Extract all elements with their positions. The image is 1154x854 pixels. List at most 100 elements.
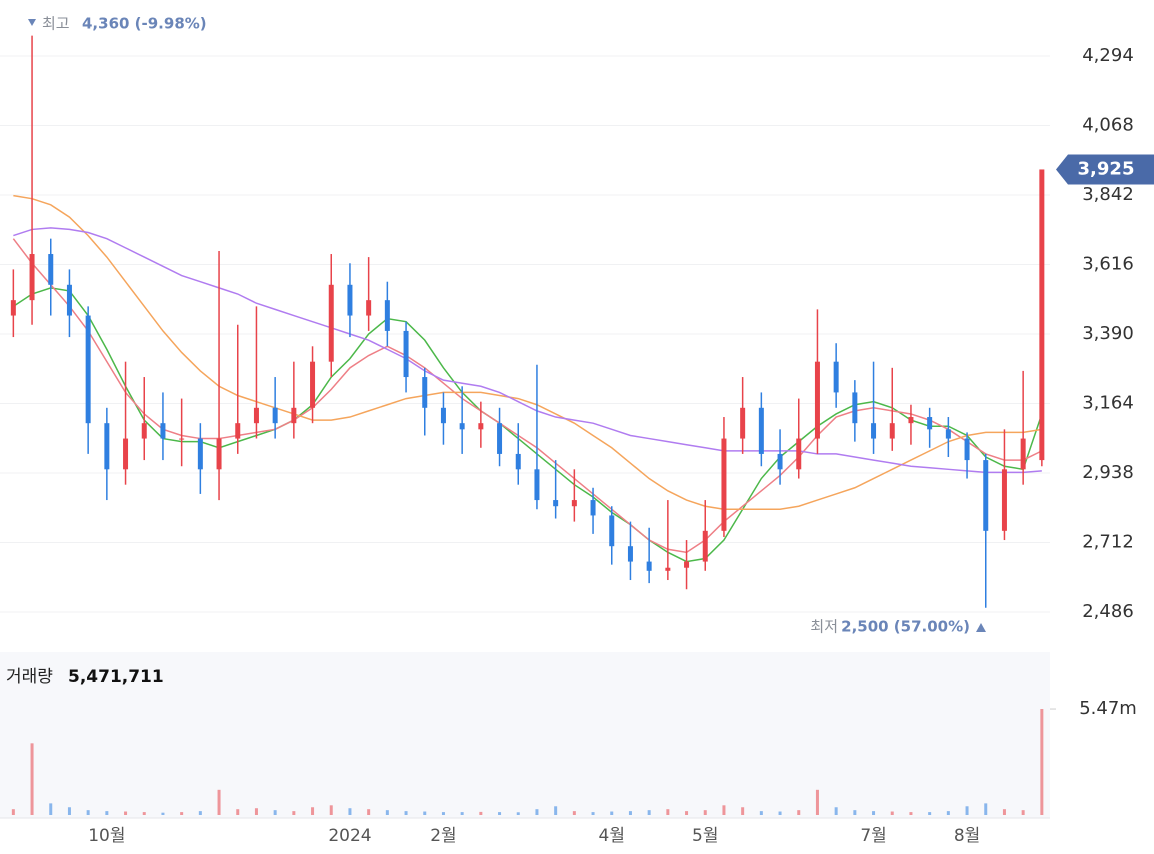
candle-body (945, 429, 951, 439)
candle-body (665, 567, 671, 571)
candle-body (852, 392, 858, 424)
volume-bar (685, 811, 689, 815)
volume-bar (311, 807, 315, 815)
volume-bar (198, 811, 202, 815)
candle-body (684, 561, 690, 568)
x-tick-label: 10월 (88, 826, 125, 846)
volume-bar (1040, 709, 1044, 815)
volume-bar (778, 811, 782, 815)
y-tick-label: 4,068 (1082, 114, 1134, 135)
volume-bar (11, 809, 15, 815)
y-tick-label: 4,294 (1082, 45, 1134, 66)
candle-body (179, 438, 185, 440)
volume-bar (236, 809, 240, 815)
high-prefix: 최고 (42, 15, 70, 33)
volume-bar (86, 810, 90, 815)
volume-bar (946, 811, 950, 815)
low-annotation: 2,500 (57.00%) (841, 618, 970, 636)
y-tick-label: 2,486 (1082, 601, 1134, 622)
moving-average-line (12, 287, 1043, 563)
y-tick-label: 2,938 (1082, 462, 1134, 483)
volume-bar (703, 810, 707, 815)
candle-body (384, 300, 390, 331)
volume-panel (0, 652, 1050, 818)
y-tick-label: 3,390 (1082, 323, 1134, 344)
moving-average-line (13, 194, 1042, 511)
low-marker (976, 623, 986, 632)
volume-bar (423, 811, 427, 815)
candle-body (403, 330, 409, 378)
volume-bar (610, 811, 614, 815)
volume-bar (535, 809, 539, 815)
volume-bar (142, 812, 146, 815)
volume-bar (1021, 810, 1025, 815)
volume-bar (759, 811, 763, 815)
moving-averages (12, 194, 1043, 563)
candle-body (908, 417, 914, 424)
volume-bar (872, 811, 876, 815)
candle-body (291, 407, 297, 424)
volume-bar (628, 811, 632, 815)
volume-bar (498, 812, 502, 815)
candle-body (871, 423, 877, 439)
candle-body (721, 438, 727, 531)
moving-average-line (12, 238, 1043, 554)
candle-body (216, 438, 222, 470)
candles (10, 35, 1045, 608)
volume-bar (797, 810, 801, 815)
volume-bar (722, 805, 726, 815)
candle-body (459, 423, 465, 430)
candle-body (796, 438, 802, 470)
volume-bar (161, 812, 165, 815)
volume-bar (273, 810, 277, 815)
candle-body (983, 460, 989, 531)
candle-body (927, 417, 933, 430)
y-tick-label: 3,616 (1082, 253, 1134, 274)
high-annotation: 4,360 (-9.98%) (82, 15, 207, 33)
volume-bar (516, 812, 520, 815)
volume-bar (666, 809, 670, 815)
candle-body (422, 377, 428, 408)
current-price-tag (1056, 154, 1154, 185)
volume-bar (30, 743, 34, 815)
volume-value: 5,471,711 (68, 667, 164, 687)
volume-bar (647, 810, 651, 815)
y-tick-label: 3,164 (1082, 392, 1134, 413)
x-tick-label: 5월 (692, 826, 718, 846)
x-tick-label: 2024 (328, 826, 371, 846)
candle-body (777, 453, 783, 470)
volume-bar (105, 811, 109, 815)
high-marker (28, 19, 36, 26)
volume-bar (292, 811, 296, 815)
volume-bar (741, 807, 745, 815)
volume-bar (834, 807, 838, 815)
candle-body (235, 423, 241, 439)
volume-bar (348, 808, 352, 815)
candle-body (814, 361, 820, 439)
volume-bar (217, 789, 221, 815)
low-prefix: 최저 (810, 618, 838, 636)
candle-body (571, 500, 577, 507)
volume-bar (853, 810, 857, 815)
x-tick-label: 2월 (430, 826, 456, 846)
candle-body (1001, 469, 1007, 531)
volume-bar (591, 812, 595, 815)
candle-body (440, 407, 446, 424)
candle-body (1020, 438, 1026, 470)
candle-body (48, 254, 54, 285)
candle-body (889, 423, 895, 439)
candle-body (272, 407, 278, 424)
volume-bar (965, 806, 969, 815)
candle-body (553, 500, 559, 507)
candle-body (609, 515, 615, 547)
candle-body (141, 423, 147, 439)
volume-bar (404, 811, 408, 815)
candle-body (702, 530, 708, 562)
candle-body (497, 423, 503, 454)
y-tick-label: 2,712 (1082, 532, 1134, 553)
candle-body (366, 300, 372, 316)
candle-body (478, 423, 484, 430)
volume-label: 거래량 (6, 667, 53, 687)
candle-body (758, 407, 764, 454)
